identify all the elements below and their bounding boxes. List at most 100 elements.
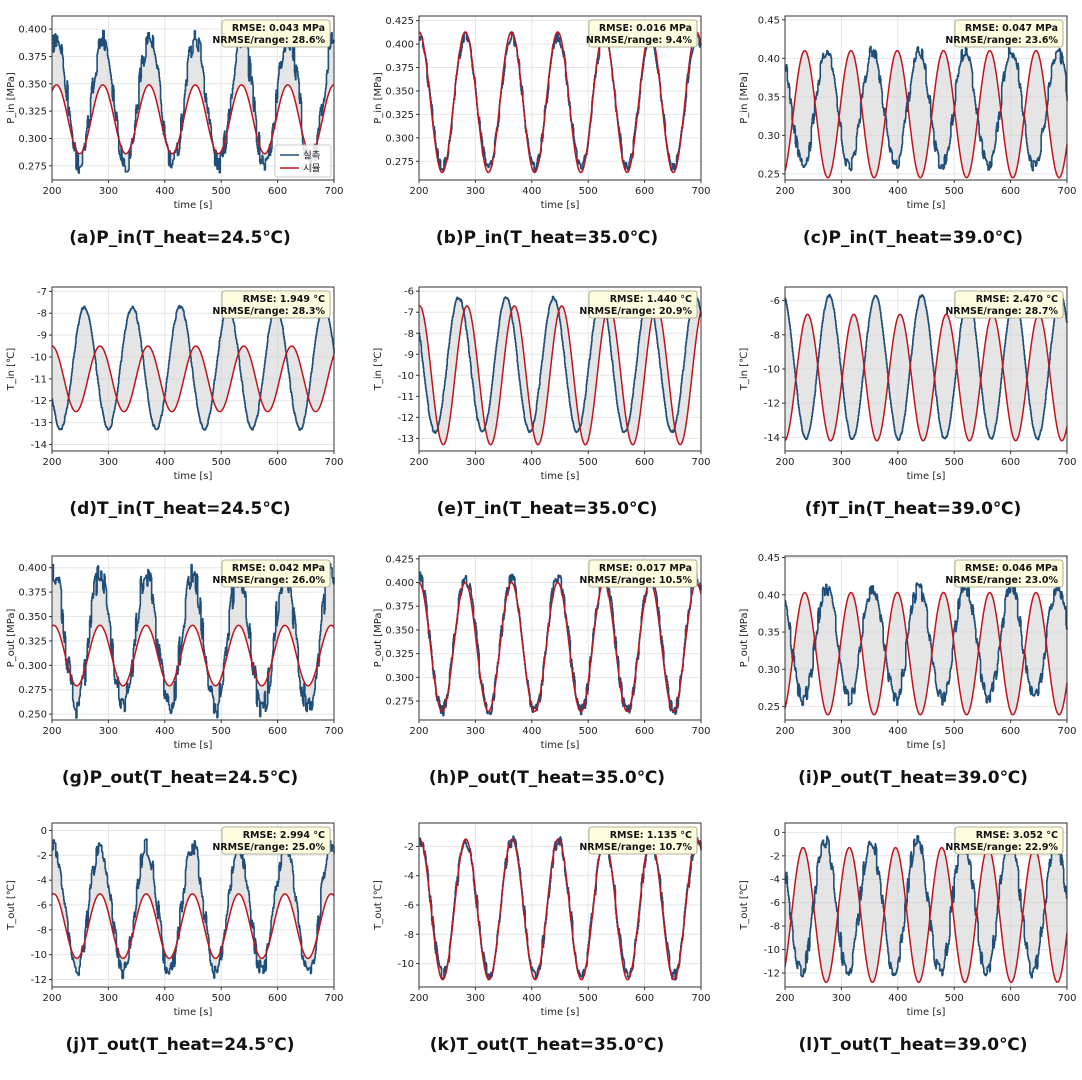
x-tick-label: 700 [691,457,710,468]
x-tick-label: 200 [775,186,794,197]
legend-box [274,144,332,178]
legend-simulated-label: 시뮬 [303,164,321,175]
x-axis-label: time [s] [174,740,213,751]
chart-svg: 200 300 400 500 600 700 -2 -4 -6 -8 -10 RMSE: 1.135… [373,822,711,1018]
x-tick-label: 300 [99,726,118,737]
nrmse-label: NRMSE/range: 10.5% [579,575,692,586]
plot-area: 200 300 400 500 600 700 -6 -7 -8 -9 -10 -11 -12 -13 RM… [373,286,711,482]
x-axis-label: time [s] [541,740,580,751]
plot-frame [418,286,702,452]
series-simulated-line [784,313,1068,442]
y-axis-label: T_in [℃] [6,348,17,392]
series-measured-line [784,582,1068,707]
nrmse-label: NRMSE/range: 23.6% [945,35,1058,46]
stats-box [221,19,331,48]
x-tick-label: 700 [1057,186,1076,197]
rmse-label: RMSE: 2.470 °C [976,294,1058,305]
rmse-label: RMSE: 1.440 °C [610,294,692,305]
y-axis-label: T_in [℃] [373,348,384,392]
subplot-caption: (g)P_out(T_heat=24.5℃) [61,768,299,788]
legend-measured-label: 실측 [303,151,321,162]
y-tick-label: -4 [404,871,414,882]
plot-area: 200 300 400 500 600 700 0.275 0.300 0.325 0.350 0.… [373,15,711,211]
plot-frame [418,822,702,988]
series-measured-line [784,45,1068,172]
y-tick-label: -6 [404,287,414,298]
chart-svg: 200 300 400 500 600 700 0.275 0.300 0.325 0.350 0.… [373,15,711,211]
nrmse-label: NRMSE/range: 23.0% [945,575,1058,586]
y-tick-label: -8 [37,309,47,320]
x-axis-label: time [s] [541,200,580,211]
y-tick-label: -14 [31,440,47,451]
nrmse-label: NRMSE/range: 28.6% [212,35,325,46]
y-tick-label: -9 [37,331,47,342]
x-tick-label: 600 [1001,186,1020,197]
plot-area: 200 300 400 500 600 700 -2 -4 -6 -8 -10 RMSE: 1.135… [373,822,711,1018]
error-band [785,294,1067,441]
y-axis-label: P_out [MPa] [739,609,750,668]
x-tick-label: 700 [324,993,343,1004]
subplot-caption: (d)T_in(T_heat=24.5℃) [69,499,291,519]
y-tick-label: 0.300 [18,134,47,145]
x-tick-label: 300 [99,186,118,197]
y-tick-label: -13 [31,418,47,429]
y-axis-label: P_out [MPa] [373,609,384,668]
y-tick-label: -8 [404,329,414,340]
y-axis-label: P_in [MPa] [373,72,384,124]
series-measured-line [418,835,702,981]
y-tick-label: 0.350 [385,625,414,636]
x-tick-label: 500 [945,186,964,197]
y-tick-label: -8 [770,922,780,933]
error-band [785,834,1067,983]
subplot-caption: (e)T_in(T_heat=35.0℃) [436,499,658,519]
y-tick-label: 0.375 [385,63,414,74]
x-tick-label: 200 [775,993,794,1004]
stats-box [221,290,331,319]
x-tick-label: 300 [466,457,485,468]
y-tick-label: 0.325 [385,649,414,660]
nrmse-label: NRMSE/range: 10.7% [579,842,692,853]
y-tick-label: -6 [404,901,414,912]
chart-svg: 200 300 400 500 600 700 0.25 0.30 0.35 0.40 0.45 RM… [739,553,1077,751]
chart-svg: 200 300 400 500 600 700 0 -2 -4 -6 -8 -10 -12 RMSE: 3… [739,822,1077,1018]
subplot-caption: (l)T_out(T_heat=39.0℃) [798,1035,1028,1055]
y-tick-label: -12 [31,975,47,986]
rmse-label: RMSE: 0.042 MPa [232,563,325,574]
y-tick-label: 0.275 [385,157,414,168]
series-simulated-line [418,581,702,713]
y-tick-label: -10 [31,950,47,961]
y-tick-label: 0.300 [18,661,47,672]
chart-panel: 200 300 400 500 600 700 -2 -4 -6 -8 -10 RMSE: 1.135… [367,807,727,1077]
plot-area: 200 300 400 500 600 700 -7 -8 -9 -10 -11 -12 -13 -14 R… [6,286,344,482]
x-tick-label: 700 [1057,457,1076,468]
chart-panel: 200 300 400 500 600 700 0.275 0.300 0.325 0.350 0.… [367,0,727,270]
x-tick-label: 700 [691,993,710,1004]
x-axis-label: time [s] [174,471,213,482]
x-tick-label: 300 [99,457,118,468]
y-tick-label: -12 [398,413,414,424]
y-tick-label: -10 [398,371,414,382]
x-tick-label: 600 [635,457,654,468]
x-axis-label: time [s] [541,471,580,482]
y-tick-label: -12 [764,399,780,410]
plot-area: 200 300 400 500 600 700 0.275 0.300 0.325 0.350 0.… [6,15,344,211]
plot-area: 200 300 400 500 600 700 0.250 0.275 0.300 0.325 0.… [6,555,344,751]
y-tick-label: 0.275 [18,685,47,696]
y-tick-label: -7 [37,287,47,298]
chart-panel: 200 300 400 500 600 700 0.275 0.300 0.325 0.350 0.… [0,0,360,270]
x-tick-label: 200 [409,457,428,468]
x-tick-label: 600 [1001,457,1020,468]
x-tick-label: 600 [635,726,654,737]
y-tick-label: 0.35 [758,92,780,103]
x-tick-label: 500 [579,993,598,1004]
y-tick-label: -10 [31,352,47,363]
x-tick-label: 700 [324,726,343,737]
x-tick-label: 200 [775,457,794,468]
series-simulated-line [784,846,1068,984]
stats-box [221,559,331,588]
rmse-label: RMSE: 0.046 MPa [965,563,1058,574]
x-tick-label: 600 [268,186,287,197]
y-tick-label: 0.375 [18,588,47,599]
y-tick-label: 0.350 [18,79,47,90]
